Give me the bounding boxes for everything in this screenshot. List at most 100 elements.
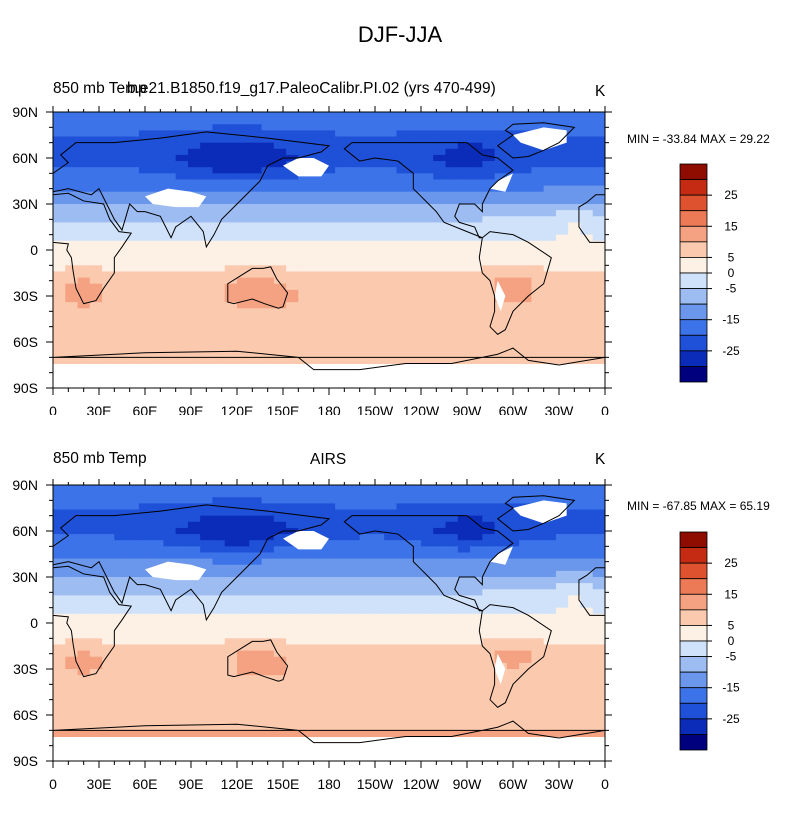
field-cell — [77, 619, 91, 627]
field-cell — [445, 540, 459, 547]
field-cell — [126, 693, 140, 701]
field-cell — [261, 675, 275, 682]
field-cell — [568, 173, 582, 181]
field-cell — [310, 552, 324, 560]
field-cell — [322, 308, 336, 315]
field-cell — [347, 638, 361, 646]
field-cell — [237, 136, 250, 144]
field-cell — [138, 577, 152, 584]
field-cell — [261, 234, 275, 242]
field-cell — [335, 619, 348, 627]
field-cell — [457, 326, 471, 334]
field-cell — [531, 197, 545, 205]
field-cell — [433, 240, 447, 248]
field-cell — [273, 699, 287, 707]
field-cell — [53, 613, 66, 621]
field-cell — [543, 296, 557, 303]
field-cell — [408, 118, 422, 125]
colorbar-box — [679, 257, 708, 274]
field-cell — [359, 265, 373, 273]
field-cell — [408, 296, 422, 303]
field-cell — [249, 289, 263, 297]
field-cell — [592, 351, 605, 358]
field-cell — [249, 234, 263, 242]
field-cell — [200, 210, 214, 217]
field-cell — [249, 326, 263, 334]
colorbar-label: 25 — [724, 556, 738, 570]
field-cell — [65, 730, 79, 738]
field-cell — [335, 497, 348, 504]
field-cell — [77, 656, 91, 664]
field-cell — [249, 210, 263, 217]
field-cell — [286, 675, 299, 682]
field-cell — [421, 540, 434, 547]
field-cell — [494, 351, 508, 358]
field-cell — [89, 644, 103, 652]
field-cell — [200, 136, 214, 144]
field-cell — [322, 136, 336, 144]
field-cell — [421, 485, 434, 492]
field-cell — [568, 485, 582, 492]
field-cell — [249, 259, 263, 266]
field-cell — [310, 570, 324, 578]
field-cell — [114, 320, 128, 328]
field-cell — [212, 332, 226, 340]
field-cell — [470, 583, 483, 590]
field-cell — [286, 669, 299, 676]
field-cell — [335, 130, 348, 138]
field-cell — [224, 632, 238, 639]
field-cell — [580, 136, 594, 144]
field-cell — [506, 491, 520, 498]
field-cell — [224, 210, 238, 217]
field-cell — [347, 351, 361, 358]
field-cell — [494, 173, 508, 181]
field-cell — [273, 491, 287, 498]
field-cell — [470, 558, 483, 566]
field-cell — [421, 191, 434, 199]
field-cell — [408, 497, 422, 504]
field-cell — [249, 705, 263, 713]
field-cell — [592, 527, 605, 535]
field-cell — [187, 662, 201, 670]
field-cell — [261, 167, 275, 174]
field-cell — [506, 289, 520, 297]
field-cell — [347, 277, 361, 285]
field-cell — [408, 351, 422, 358]
field-cell — [580, 619, 594, 627]
field-cell — [322, 564, 336, 572]
missing-data-mask — [283, 158, 329, 177]
field-cell — [457, 503, 471, 511]
field-cell — [445, 320, 459, 328]
field-cell — [592, 491, 605, 498]
field-cell — [151, 357, 164, 365]
field-cell — [457, 583, 471, 590]
field-cell — [371, 222, 385, 230]
field-cell — [445, 669, 459, 676]
field-cell — [555, 613, 569, 621]
field-cell — [114, 142, 128, 150]
field-cell — [371, 265, 385, 273]
field-cell — [102, 265, 115, 273]
field-cell — [580, 167, 594, 174]
x-tick-label: 120W — [403, 403, 440, 415]
coastline-samerica — [478, 604, 552, 708]
field-cell — [102, 283, 115, 291]
field-cell — [126, 296, 140, 303]
field-cell — [65, 185, 79, 193]
field-cell — [408, 681, 422, 688]
field-cell — [261, 718, 275, 725]
field-cell — [347, 564, 361, 572]
field-cell — [470, 216, 483, 223]
field-cell — [421, 527, 434, 535]
field-cell — [457, 320, 471, 328]
field-cell — [384, 136, 398, 144]
field-cell — [506, 277, 520, 285]
field-cell — [519, 687, 532, 695]
field-cell — [187, 289, 201, 297]
field-cell — [384, 161, 398, 168]
field-cell — [359, 302, 373, 309]
field-cell — [175, 626, 189, 633]
field-cell — [433, 222, 447, 230]
field-cell — [212, 583, 226, 590]
field-cell — [286, 485, 299, 492]
